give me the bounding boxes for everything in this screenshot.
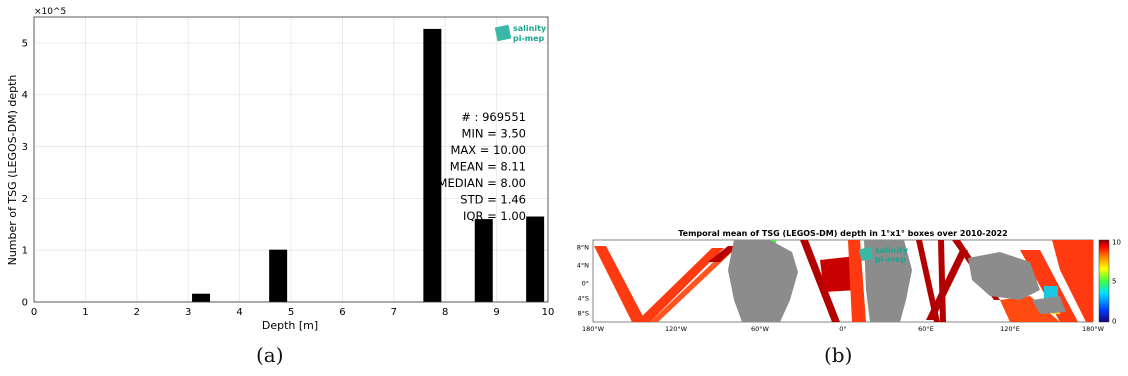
stats-line: MEAN = 8.11	[450, 160, 526, 174]
x-tick-label: 6	[339, 307, 345, 318]
lon-label: 0°	[839, 325, 846, 333]
caption-b: (b)	[824, 343, 853, 367]
x-tick-label: 2	[134, 307, 140, 318]
lon-label: 120°E	[1000, 325, 1020, 333]
y-axis-label: Number of TSG (LEGOS-DM) depth	[6, 75, 19, 266]
bar	[192, 293, 211, 302]
x-tick-label: 10	[542, 307, 555, 318]
x-tick-label: 3	[185, 307, 191, 318]
lat-label: 4°S	[577, 295, 589, 303]
map-lat-labels: 8°N 4°N 0° 4°S 8°S	[577, 244, 589, 318]
bar	[269, 249, 288, 302]
map-lon-labels: 180°W 120°W 60°W 0° 60°E 120°E 180°W	[582, 325, 1105, 333]
y-tick-label: 3	[22, 142, 28, 153]
stats-line: MIN = 3.50	[462, 127, 526, 141]
lon-label: 60°E	[918, 325, 934, 333]
x-tick-label: 5	[288, 307, 294, 318]
logo-mark-icon	[858, 246, 874, 262]
x-tick-labels: 0 1 2 3 4 5 6 7 8 9 10	[31, 307, 555, 318]
land-masses	[728, 240, 1066, 322]
bars	[192, 28, 545, 302]
lon-label: 180°W	[582, 325, 605, 333]
depth-histogram: 0 1 2 3 4 5 6 7 8 9 10 0 1 2 3 4 5 ×10^5 Depth [m] Numb…	[6, 7, 555, 332]
x-tick-label: 0	[31, 307, 37, 318]
stats-line: # : 969551	[461, 110, 526, 124]
colorbar-tick-label: 0	[1112, 318, 1116, 326]
salinity-logo: salinity pi-mep	[494, 24, 547, 43]
map-title: Temporal mean of TSG (LEGOS-DM) depth in…	[678, 229, 1008, 238]
x-axis-label: Depth [m]	[262, 319, 318, 332]
lat-label: 8°S	[577, 310, 589, 318]
colorbar-tick-label: 10	[1112, 239, 1121, 247]
x-tick-label: 9	[493, 307, 499, 318]
y-tick-label: 0	[22, 298, 28, 309]
x-tick-label: 4	[236, 307, 242, 318]
stats-line: MEDIAN = 8.00	[438, 176, 526, 190]
lon-label: 60°W	[751, 325, 770, 333]
y-exponent: ×10^5	[34, 7, 66, 17]
colorbar	[1098, 239, 1110, 323]
stats-line: IQR = 1.00	[463, 209, 526, 223]
y-tick-label: 2	[22, 194, 28, 205]
y-tick-label: 4	[22, 90, 28, 101]
map-logo-line1: salinity	[875, 246, 909, 255]
map-logo-line2: pi-mep	[875, 255, 907, 264]
caption-a: (a)	[256, 343, 284, 367]
temporal-mean-map: Temporal mean of TSG (LEGOS-DM) depth in…	[577, 229, 1121, 333]
map-logo: salinity pi-mep	[858, 246, 909, 264]
lon-label: 120°W	[665, 325, 688, 333]
colorbar-ticks: 10 5 0	[1112, 239, 1121, 326]
y-tick-label: 1	[22, 246, 28, 257]
lon-label: 180°W	[1082, 325, 1105, 333]
plot-frame	[33, 16, 549, 303]
stats-box: # : 969551 MIN = 3.50 MAX = 10.00 MEAN = 8.…	[438, 110, 526, 223]
stats-line: STD = 1.46	[460, 193, 526, 207]
x-tick-label: 7	[391, 307, 397, 318]
bar	[423, 28, 442, 302]
colorbar-tick-label: 5	[1112, 278, 1116, 286]
lat-label: 4°N	[577, 262, 589, 270]
logo-line1: salinity	[513, 24, 547, 33]
x-tick-label: 8	[442, 307, 448, 318]
bar	[474, 219, 493, 302]
logo-mark-icon	[494, 24, 512, 42]
y-tick-label: 5	[22, 38, 28, 49]
logo-line2: pi-mep	[513, 34, 545, 43]
y-tick-labels: 0 1 2 3 4 5	[22, 38, 28, 308]
lat-label: 0°	[582, 280, 589, 288]
bar	[526, 216, 545, 302]
lat-label: 8°N	[577, 244, 589, 252]
x-tick-label: 1	[82, 307, 88, 318]
stats-line: MAX = 10.00	[450, 143, 526, 157]
